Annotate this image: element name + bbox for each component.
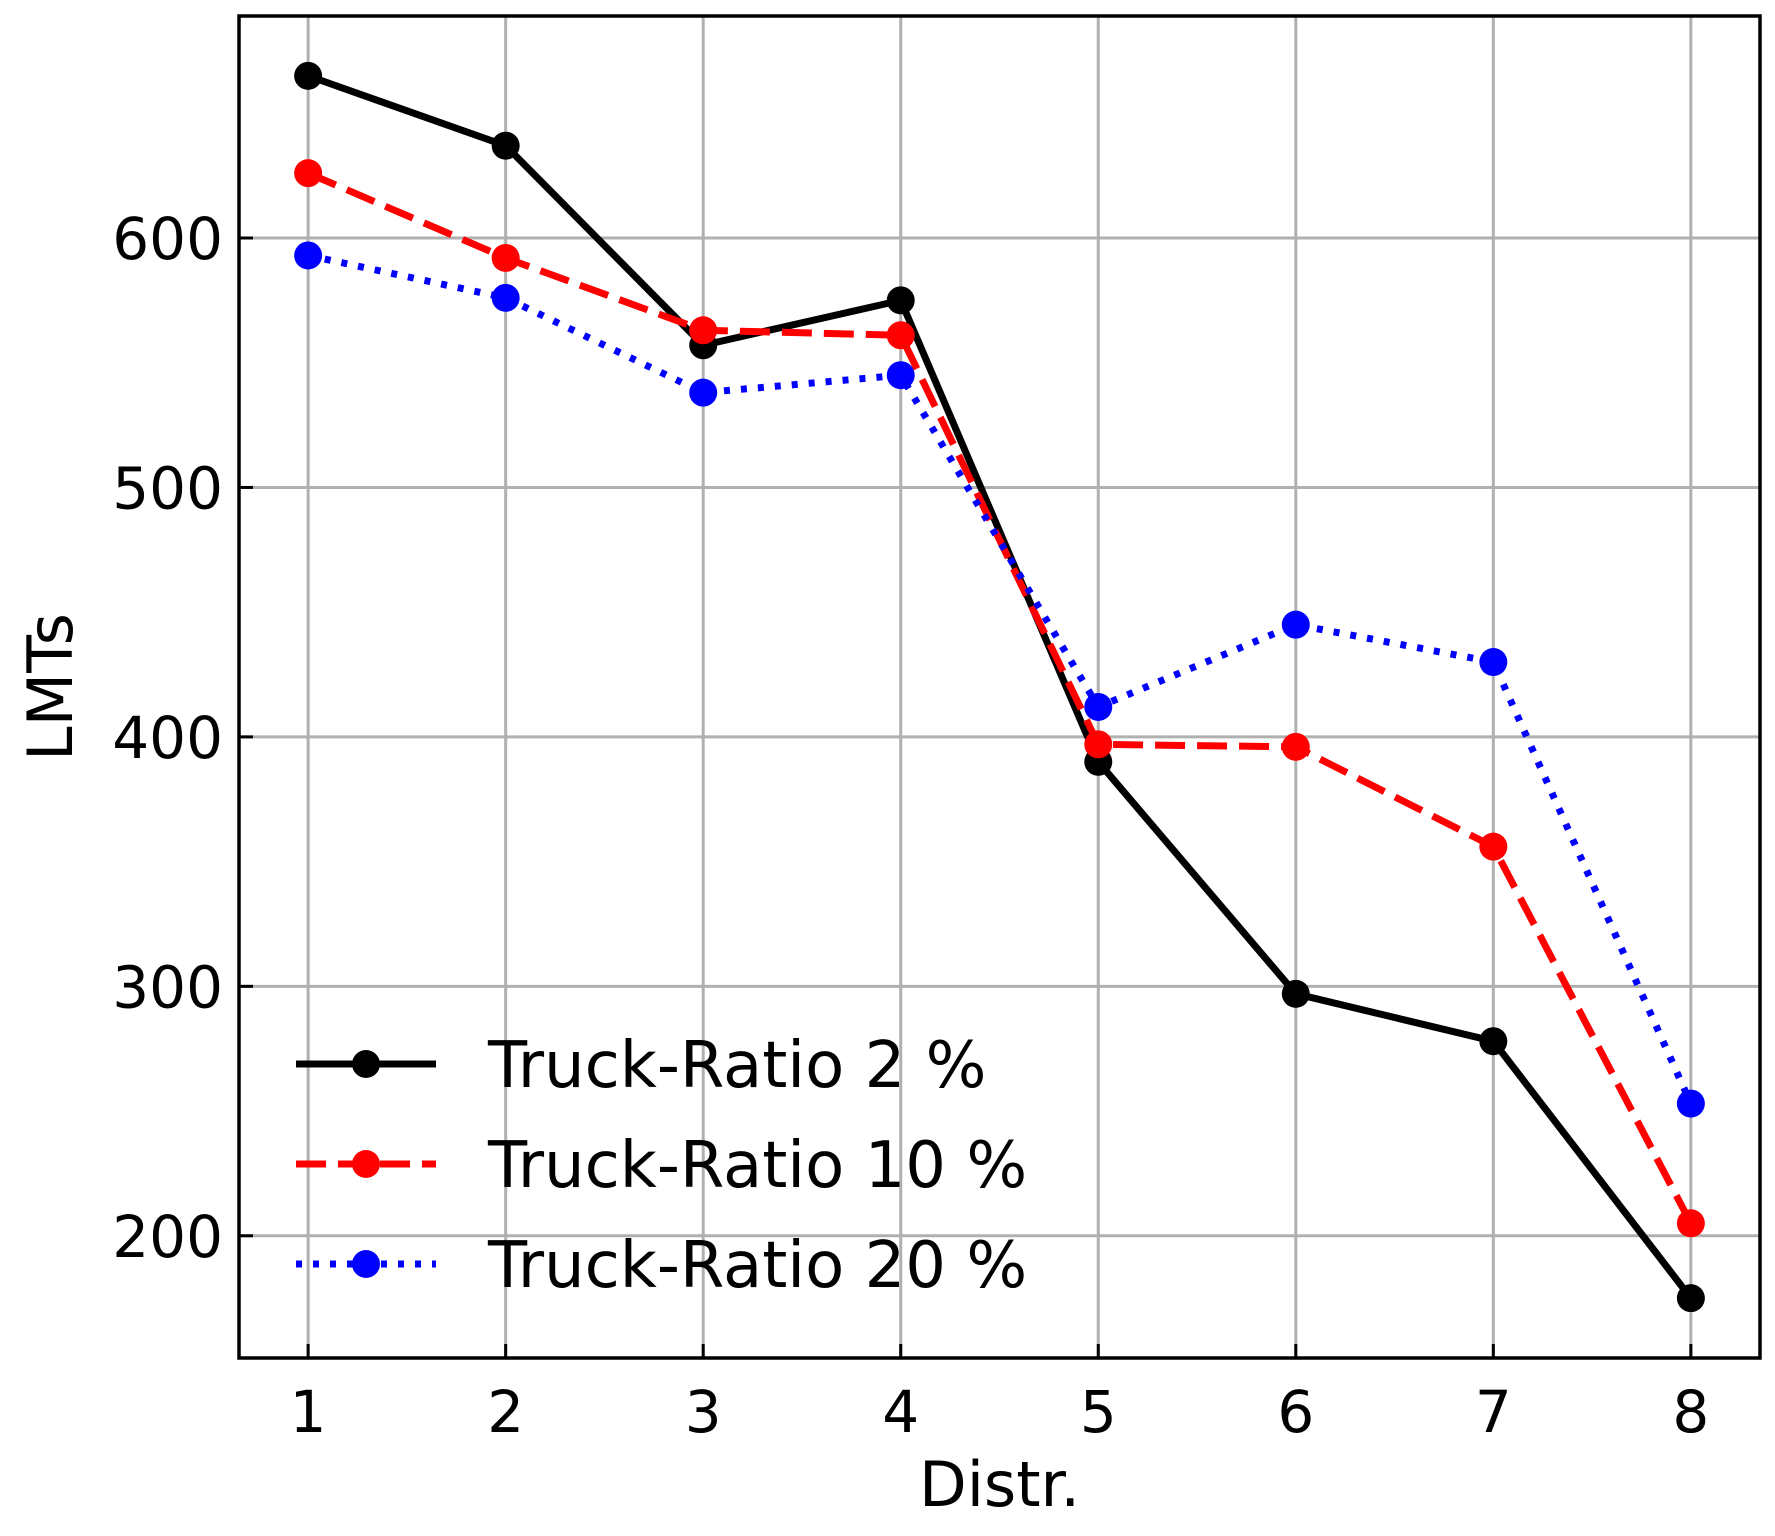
- legend-entry: Truck-Ratio 2 %: [296, 1029, 986, 1103]
- data-point: [689, 316, 718, 345]
- series-2: [294, 159, 1705, 1238]
- y-tick-label: 500: [112, 454, 223, 522]
- data-point: [491, 131, 520, 160]
- data-point: [1084, 692, 1113, 721]
- x-tick-label: 8: [1672, 1378, 1709, 1446]
- y-tick-label: 400: [112, 704, 223, 772]
- data-point: [1084, 730, 1113, 759]
- data-point: [886, 361, 915, 390]
- data-point: [1281, 732, 1310, 761]
- x-tick-label: 3: [685, 1378, 722, 1446]
- data-point: [1281, 979, 1310, 1008]
- legend-label: Truck-Ratio 10 %: [487, 1129, 1027, 1203]
- x-tick-label: 7: [1475, 1378, 1512, 1446]
- x-tick-label: 4: [882, 1378, 919, 1446]
- series-line: [307, 252, 1695, 1105]
- series-layer: [294, 61, 1705, 1313]
- legend: Truck-Ratio 2 % Truck-Ratio 10 % Truck-Rat…: [296, 1029, 1027, 1303]
- data-point: [886, 321, 915, 350]
- tick-marks: [239, 236, 1693, 1358]
- data-point: [1676, 1284, 1705, 1313]
- x-tick-label: 1: [290, 1378, 327, 1446]
- series-3: [294, 241, 1705, 1118]
- data-point: [1479, 832, 1508, 861]
- data-point: [1676, 1089, 1705, 1118]
- data-point: [294, 61, 323, 90]
- y-tick-label: 300: [112, 953, 223, 1021]
- series-1: [294, 61, 1705, 1313]
- data-point: [886, 286, 915, 315]
- y-tick-label: 600: [112, 205, 223, 273]
- legend-label: Truck-Ratio 20 %: [487, 1229, 1027, 1303]
- data-point: [1479, 1027, 1508, 1056]
- legend-marker: [352, 1150, 380, 1178]
- data-point: [689, 378, 718, 407]
- legend-entry: Truck-Ratio 10 %: [296, 1129, 1027, 1203]
- y-axis-label: LMTs: [14, 613, 87, 761]
- x-tick-labels: 1 2 3 4 5 6 7 8: [290, 1378, 1710, 1446]
- data-point: [491, 243, 520, 272]
- y-tick-labels: 200 300 400 500 600: [112, 205, 223, 1271]
- legend-entry: Truck-Ratio 20 %: [296, 1229, 1027, 1303]
- legend-marker: [352, 1050, 380, 1078]
- data-point: [1676, 1209, 1705, 1238]
- plot-frame: [237, 14, 1762, 1360]
- legend-marker: [352, 1250, 380, 1278]
- data-point: [491, 283, 520, 312]
- legend-label: Truck-Ratio 2 %: [487, 1029, 986, 1103]
- x-tick-label: 2: [487, 1378, 524, 1446]
- data-point: [1281, 610, 1310, 639]
- data-point: [294, 159, 323, 188]
- data-point: [294, 241, 323, 270]
- data-point: [1479, 648, 1508, 677]
- series-line: [306, 169, 1694, 1225]
- x-tick-label: 6: [1277, 1378, 1314, 1446]
- grid: [239, 16, 1760, 1358]
- x-tick-label: 5: [1080, 1378, 1117, 1446]
- y-tick-label: 200: [112, 1203, 223, 1271]
- series-line: [306, 72, 1694, 1301]
- x-axis-label: Distr.: [919, 1448, 1080, 1521]
